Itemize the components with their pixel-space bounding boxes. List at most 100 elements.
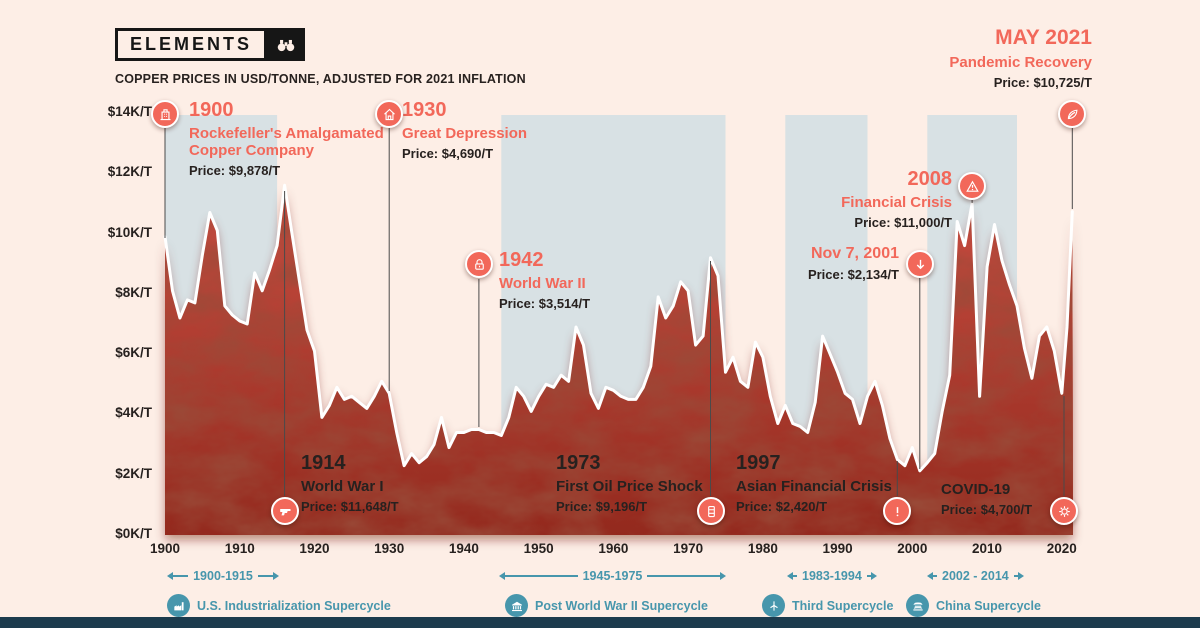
elements-logo: ELEMENTS [115, 28, 306, 61]
y-axis-label: $0K/T [115, 526, 152, 541]
x-axis-label: 1960 [598, 541, 629, 556]
arrow-right-icon [1017, 572, 1024, 580]
y-axis-label: $12K/T [107, 164, 152, 180]
oil-barrel-icon [697, 497, 725, 525]
factory-icon [167, 594, 190, 617]
bank-icon [505, 594, 528, 617]
arrow-right-icon [720, 572, 726, 580]
arrow-left-icon [927, 572, 933, 580]
annotation-price: Price: $4,700/T [941, 502, 1033, 518]
arrow-left-icon [167, 572, 173, 580]
price-line [163, 183, 1074, 473]
binoculars-icon [267, 28, 306, 61]
annotation-title: COVID-19 [941, 481, 1011, 498]
dollar-lock-icon [465, 250, 493, 278]
annotation-title: World War II [499, 274, 586, 292]
x-axis-label: 1990 [822, 541, 853, 556]
y-axis-label: $8K/T [115, 284, 152, 300]
arrow-left-icon [787, 572, 793, 580]
x-axis-label: 1970 [673, 541, 704, 556]
annotation-year: 1973 [556, 452, 601, 474]
range-label: 2002 - 2014 [942, 569, 1009, 583]
annotation-title: Great Depression [402, 124, 528, 142]
x-axis-label: 1940 [448, 541, 479, 556]
y-axis-label: $6K/T [115, 345, 152, 361]
annotation-1914: 1914 World War I Price: $11,648/T [301, 452, 399, 515]
warning-icon [958, 172, 986, 200]
legend-label: Post World War II Supercycle [535, 598, 708, 613]
annotation-year: 1914 [301, 452, 346, 474]
annotation-may-2021: MAY 2021 Pandemic Recovery Price: $10,72… [949, 26, 1092, 91]
exclamation-icon [883, 497, 911, 525]
annotation-title: First Oil Price Shock [556, 477, 703, 495]
supercycle-range-3: 1983-1994 [787, 569, 877, 583]
annotation-year: MAY 2021 [995, 26, 1092, 49]
annotation-2008: 2008 Financial Crisis Price: $11,000/T [841, 168, 952, 231]
legend-china-supercycle: China Supercycle [906, 594, 1041, 617]
annotation-title: Asian Financial Crisis [736, 477, 892, 495]
annotation-2001: Nov 7, 2001 Price: $2,134/T [808, 245, 899, 283]
x-axis-label: 2010 [972, 541, 1003, 556]
annotation-title: Financial Crisis [841, 193, 952, 211]
arrow-right-icon [870, 572, 877, 580]
annotation-price: Price: $3,514/T [499, 295, 591, 311]
annotation-lines [164, 128, 1073, 496]
supercycle-range-1: 1900-1915 [167, 569, 279, 583]
arrow-down-icon [906, 250, 934, 278]
x-axis-label: 1920 [299, 541, 330, 556]
x-axis-label: 1980 [747, 541, 778, 556]
annotation-title: Pandemic Recovery [949, 53, 1092, 71]
footer-bar [0, 617, 1200, 628]
annotation-year: 1997 [736, 452, 781, 474]
annotation-price: Price: $2,420/T [736, 498, 828, 514]
arrow-right-icon [273, 572, 279, 580]
annotation-1900: 1900 Rockefeller's Amalgamated Copper Co… [189, 99, 389, 179]
legend-third-supercycle: Third Supercycle [762, 594, 893, 617]
x-axis-label: 1900 [149, 541, 181, 556]
logo-wordmark: ELEMENTS [115, 28, 268, 61]
x-axis-label: 1930 [374, 541, 405, 556]
house-icon [375, 100, 403, 128]
supercycle-range-4: 2002 - 2014 [927, 569, 1024, 583]
y-axis-label: $2K/T [115, 465, 152, 481]
annotation-year: 1942 [499, 249, 544, 271]
annotation-covid: COVID-19 Price: $4,700/T [941, 481, 1032, 518]
chart-title: COPPER PRICES IN USD/TONNE, ADJUSTED FOR… [115, 72, 526, 86]
annotation-1997: 1997 Asian Financial Crisis Price: $2,42… [736, 452, 892, 515]
virus-icon [1050, 497, 1078, 525]
range-label: 1900-1915 [193, 569, 253, 583]
x-axis-label: 1950 [523, 541, 554, 556]
annotation-title: World War I [301, 477, 384, 495]
annotation-1973: 1973 First Oil Price Shock Price: $9,196… [556, 452, 703, 515]
range-label: 1983-1994 [802, 569, 862, 583]
annotation-title: Rockefeller's Amalgamated Copper Company [189, 124, 384, 159]
x-axis-label: 2020 [1046, 541, 1077, 556]
legend-us-industrialization: U.S. Industrialization Supercycle [167, 594, 391, 617]
annotation-price: Price: $2,134/T [807, 267, 899, 283]
annotation-price: Price: $11,648/T [301, 498, 399, 514]
legend-label: China Supercycle [936, 598, 1041, 613]
annotation-year: 1930 [402, 99, 447, 121]
annotation-year: 2008 [907, 168, 953, 190]
annotation-year: 1900 [189, 99, 234, 121]
arrow-left-icon [499, 572, 505, 580]
x-axis-label: 1910 [224, 541, 255, 556]
y-axis-label: $14K/T [107, 104, 152, 119]
legend-post-wwii: Post World War II Supercycle [505, 594, 708, 617]
annotation-1942: 1942 World War II Price: $3,514/T [499, 249, 590, 312]
supercycle-range-2: 1945-1975 [499, 569, 726, 583]
y-axis-label: $10K/T [107, 224, 152, 240]
x-axis-label: 2000 [897, 541, 928, 556]
leaf-icon [1058, 100, 1086, 128]
annotation-1930: 1930 Great Depression Price: $4,690/T [402, 99, 527, 162]
annotation-price: Price: $10,725/T [993, 75, 1092, 91]
building-icon [151, 100, 179, 128]
annotation-price: Price: $9,196/T [556, 498, 648, 514]
range-label: 1945-1975 [582, 569, 643, 583]
annotation-price: Price: $11,000/T [854, 214, 952, 230]
temple-icon [906, 594, 929, 617]
annotation-price: Price: $4,690/T [402, 145, 494, 161]
annotation-price: Price: $9,878/T [189, 162, 281, 178]
